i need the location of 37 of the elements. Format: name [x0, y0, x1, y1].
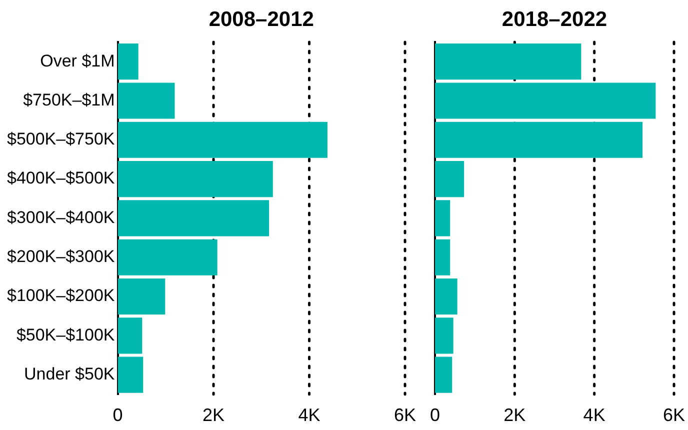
y-tick-label: $400K–$500K: [6, 168, 116, 188]
bar: [435, 239, 450, 276]
y-tick-label: $750K–$1M: [23, 90, 115, 110]
bar: [435, 122, 643, 158]
y-tick-label: $200K–$300K: [6, 247, 116, 266]
bar: [118, 44, 138, 80]
x-tick-label: 2K: [504, 405, 526, 426]
x-tick-label: 4K: [583, 405, 606, 426]
x-tick-label: 6K: [662, 405, 686, 426]
bar: [118, 318, 142, 354]
bar: [435, 278, 458, 315]
bar: [435, 82, 656, 119]
bar: [435, 318, 454, 354]
bar: [118, 278, 166, 315]
bar: [435, 161, 464, 198]
bar: [118, 239, 218, 276]
y-tick-label: Over $1M: [40, 51, 115, 70]
bar: [118, 356, 144, 393]
x-tick-label: 4K: [298, 405, 320, 426]
y-tick-label: $50K–$100K: [16, 325, 116, 344]
y-tick-label: Under $50K: [24, 364, 116, 384]
y-tick-label: $300K–$400K: [6, 208, 116, 227]
x-tick-label: 0: [430, 405, 440, 426]
chart-title: 2018–2022: [502, 8, 608, 31]
bar: [435, 200, 450, 236]
x-tick-label: 2K: [202, 405, 225, 426]
bar: [435, 356, 452, 393]
x-tick-label: 0: [112, 405, 123, 426]
bar: [118, 122, 328, 158]
bar: [118, 200, 270, 236]
x-tick-label: 6K: [394, 405, 416, 426]
bar: [435, 44, 582, 80]
y-tick-label: $500K–$750K: [6, 130, 116, 149]
y-tick-label: $100K–$200K: [6, 286, 116, 306]
bar: [118, 161, 273, 198]
chart-title: 2008–2012: [208, 8, 314, 31]
bar: [118, 82, 175, 119]
